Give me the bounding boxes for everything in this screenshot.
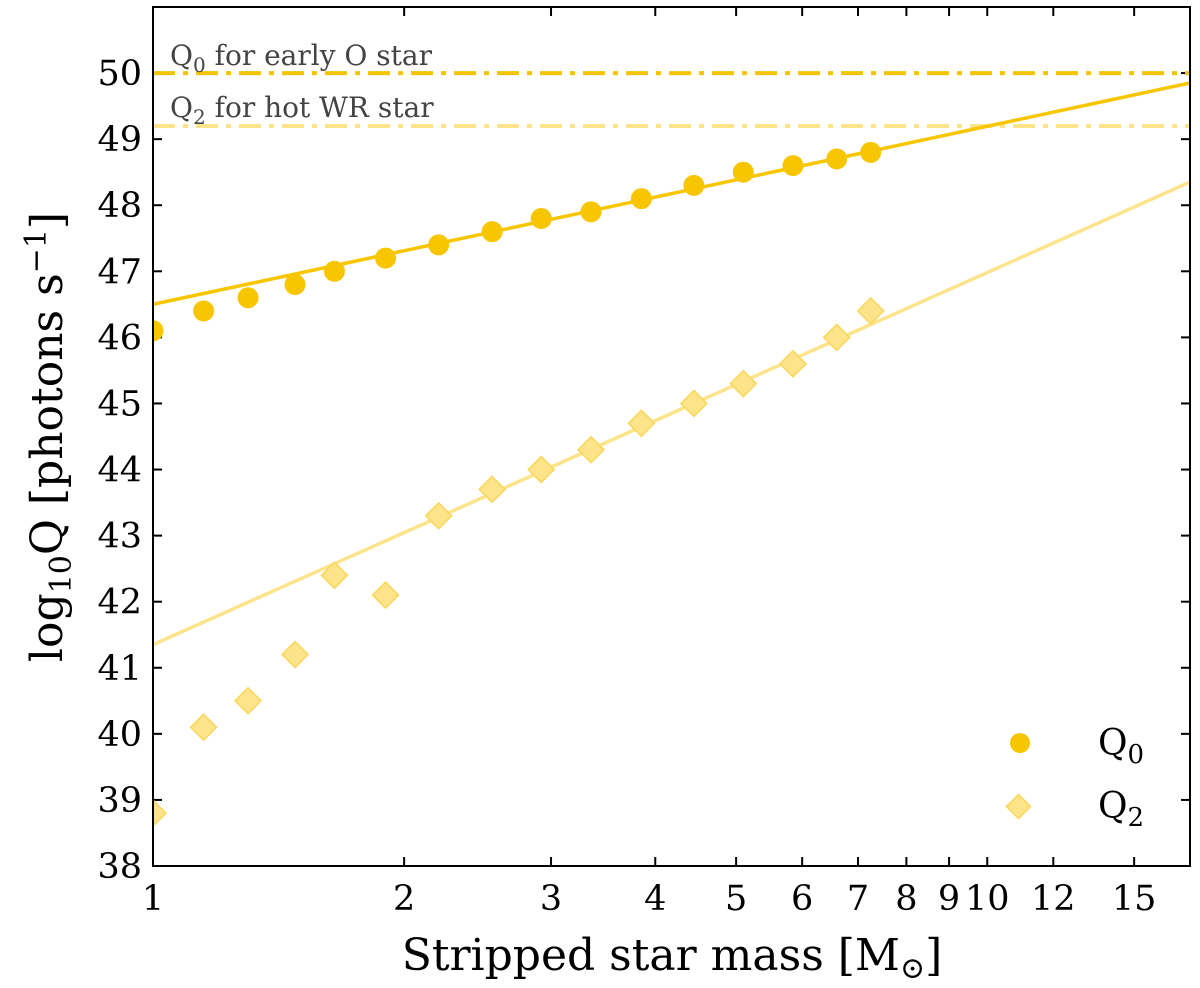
point-q0 [284,274,306,296]
point-q2 [280,640,310,669]
y-tick-label: 49 [97,120,142,160]
point-q2 [856,296,885,326]
point-q2 [320,561,349,590]
x-tick-label: 3 [540,879,562,919]
fit-line-1 [153,180,1190,647]
point-q0 [193,300,215,322]
point-q0 [530,207,552,229]
point-q2 [527,455,556,484]
x-tick-label: 6 [791,879,813,919]
ref-label-q2: Q2 for hot WR star [170,91,434,129]
point-q0 [826,148,848,170]
legend-marker-q0 [1010,733,1030,753]
point-q0 [630,188,652,210]
point-q2 [679,389,708,418]
point-q2 [424,501,453,530]
point-q0 [428,234,450,256]
point-q2 [478,475,507,504]
x-tick-label: 5 [725,879,747,919]
point-q2 [778,349,808,378]
point-q2 [822,323,851,352]
point-q0 [237,287,259,309]
point-q2 [627,409,656,438]
y-tick-label: 39 [97,781,142,821]
legend: Q0 Q2 [1005,723,1144,833]
x-tick-label: 9 [938,879,960,919]
y-tick-label: 42 [97,583,142,623]
point-q0 [683,174,705,196]
y-tick-label: 41 [97,649,142,689]
y-tick-label: 38 [97,847,142,887]
point-q2 [729,369,758,398]
point-q0 [323,260,345,282]
point-q2 [576,435,606,464]
plot-frame [152,6,1191,867]
y-tick-label: 48 [97,186,142,226]
y-tick-label: 44 [97,451,142,491]
plot-background [153,7,1190,866]
point-q0 [732,161,754,183]
point-q0 [580,201,602,223]
x-tick-label: 1 [142,879,164,919]
x-tick-label: 2 [393,879,415,919]
y-tick-label: 46 [97,318,142,358]
y-tick-label: 45 [97,384,142,424]
y-tick-label: 43 [97,517,142,557]
point-q2 [189,713,218,742]
x-axis-label: Stripped star mass [M⊙] [402,930,943,986]
y-axis-label: log10Q [photons s−1] [19,212,79,662]
point-q0 [153,320,164,342]
x-tick-label: 12 [1031,879,1076,919]
data-points [153,141,885,828]
point-q0 [481,221,503,243]
x-tick-label: 15 [1112,879,1157,919]
point-q2 [233,686,263,715]
legend-label-q2: Q2 [1098,786,1144,833]
x-tick-label: 4 [644,879,666,919]
point-q2 [371,581,400,610]
y-tick-label: 47 [97,252,142,292]
point-q0 [860,141,882,163]
x-tick-label: 7 [847,879,869,919]
point-q2 [153,799,168,828]
legend-label-q0: Q0 [1098,723,1144,770]
x-tick-label: 8 [895,879,917,919]
point-q0 [375,247,397,269]
legend-marker-q2 [1005,793,1032,820]
point-q0 [782,155,804,177]
ref-label-q0: Q0 for early O star [170,39,433,77]
y-tick-label: 50 [97,54,142,94]
reference-lines [153,71,1190,128]
x-tick-label: 10 [965,879,1010,919]
y-tick-label: 40 [97,715,142,755]
